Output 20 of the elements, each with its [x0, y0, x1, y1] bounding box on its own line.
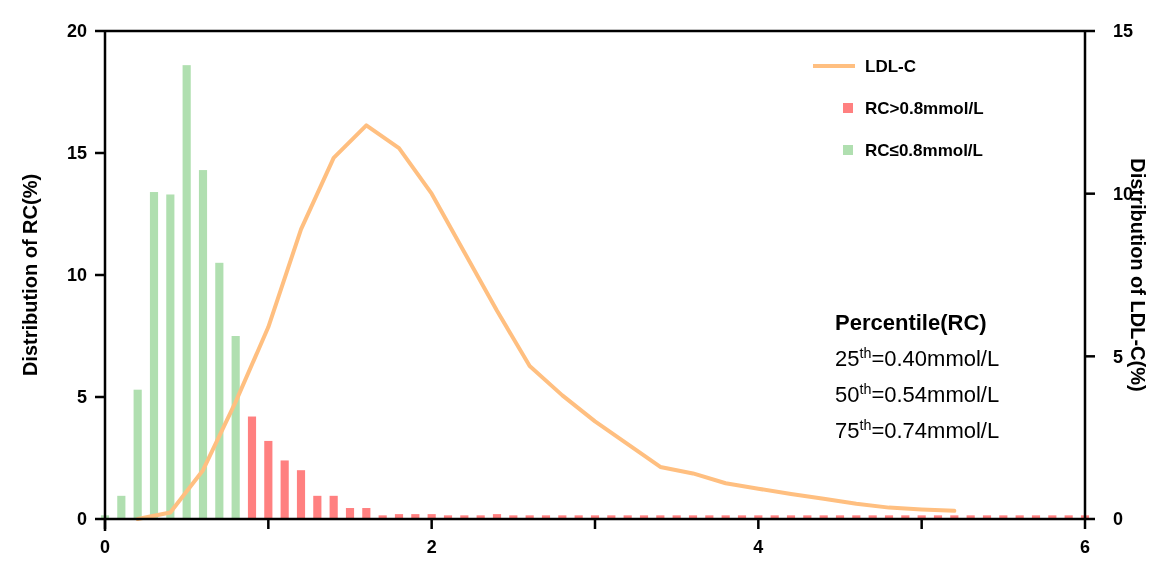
y-tick-label: 0 — [76, 509, 87, 530]
y2-tick-label: 0 — [1113, 509, 1124, 530]
x-tick-label: 0 — [99, 537, 111, 557]
y-tick-label: 5 — [76, 387, 87, 408]
legend-label: LDL-C — [865, 56, 916, 76]
y2-tick-label: 15 — [1113, 21, 1134, 42]
annotation: 25$^{th}$=0.40mmol/L — [835, 345, 1000, 371]
y-tick-label: 20 — [66, 21, 87, 42]
x-tick-label: 2 — [426, 537, 437, 557]
y2-tick-label: 5 — [1113, 346, 1124, 367]
legend-label: RC≤0.8mmol/L — [865, 140, 983, 160]
x-tick-label: 6 — [1079, 537, 1091, 557]
y-tick-label: 15 — [66, 143, 87, 164]
x-tick-label: 4 — [753, 537, 764, 557]
annotation: 75$^{th}$=0.74mmol/L — [835, 417, 1000, 443]
annotation: Percentile(RC) — [835, 310, 987, 335]
y-tick-label: 10 — [66, 265, 87, 286]
y-axis-title: Distribution of RC(%) — [19, 173, 41, 377]
legend-label: RC>0.8mmol/L — [865, 98, 984, 118]
annotation: 50$^{th}$=0.54mmol/L — [835, 381, 1000, 407]
